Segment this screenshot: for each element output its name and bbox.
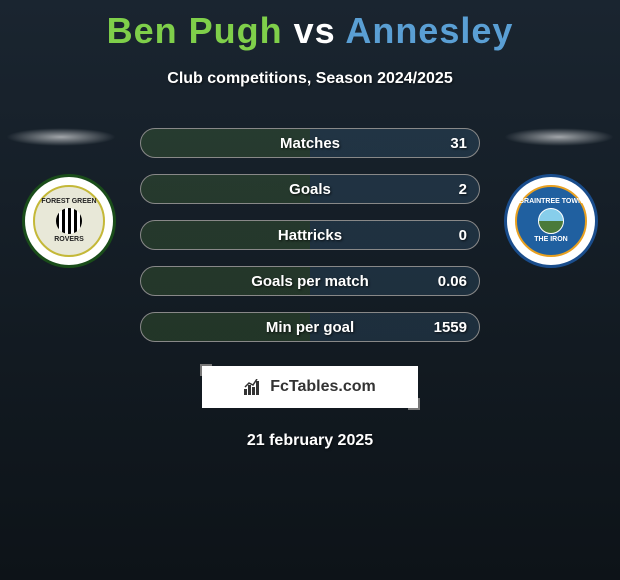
stat-right-value: 2 (459, 181, 467, 198)
crest-left-top: FOREST GREEN (41, 198, 96, 206)
club-crest-left: FOREST GREEN ROVERS (22, 174, 116, 268)
corner-decoration (408, 398, 420, 410)
brand-text: FcTables.com (270, 378, 376, 396)
stats-column: Matches 31 Goals 2 Hattricks 0 Goals per… (140, 128, 480, 358)
stat-label: Goals per match (251, 273, 369, 290)
stat-row-goals: Goals 2 (140, 174, 480, 204)
title-vs: vs (294, 10, 336, 51)
chart-bars-icon (244, 379, 264, 395)
corner-decoration (200, 364, 212, 376)
crest-right-top: BRAINTREE TOWN (519, 198, 583, 206)
date-text: 21 february 2025 (0, 432, 620, 450)
stat-row-goals-per-match: Goals per match 0.06 (140, 266, 480, 296)
stat-right-value: 0.06 (438, 273, 467, 290)
stat-row-matches: Matches 31 (140, 128, 480, 158)
crest-left-inner: FOREST GREEN ROVERS (33, 185, 105, 257)
shadow-ellipse-left (6, 128, 116, 146)
comparison-title: Ben Pugh vs Annesley (0, 0, 620, 52)
brand-box: FcTables.com (202, 366, 418, 408)
scene-icon (538, 208, 564, 234)
crest-right-bottom: THE IRON (534, 236, 567, 244)
crest-right-inner: BRAINTREE TOWN THE IRON (515, 185, 587, 257)
shadow-ellipse-right (504, 128, 614, 146)
stat-label: Matches (280, 135, 340, 152)
player1-name: Ben Pugh (107, 10, 283, 51)
stat-row-min-per-goal: Min per goal 1559 (140, 312, 480, 342)
stat-right-value: 31 (450, 135, 467, 152)
stat-label: Hattricks (278, 227, 342, 244)
football-icon (56, 208, 82, 234)
crest-left-bottom: ROVERS (54, 236, 84, 244)
stat-right-value: 1559 (434, 319, 467, 336)
stat-label: Min per goal (266, 319, 354, 336)
club-crest-right: BRAINTREE TOWN THE IRON (504, 174, 598, 268)
stat-label: Goals (289, 181, 331, 198)
stat-row-hattricks: Hattricks 0 (140, 220, 480, 250)
player2-name: Annesley (345, 10, 513, 51)
stat-right-value: 0 (459, 227, 467, 244)
comparison-content: FOREST GREEN ROVERS BRAINTREE TOWN THE I… (0, 128, 620, 358)
subtitle: Club competitions, Season 2024/2025 (0, 70, 620, 88)
